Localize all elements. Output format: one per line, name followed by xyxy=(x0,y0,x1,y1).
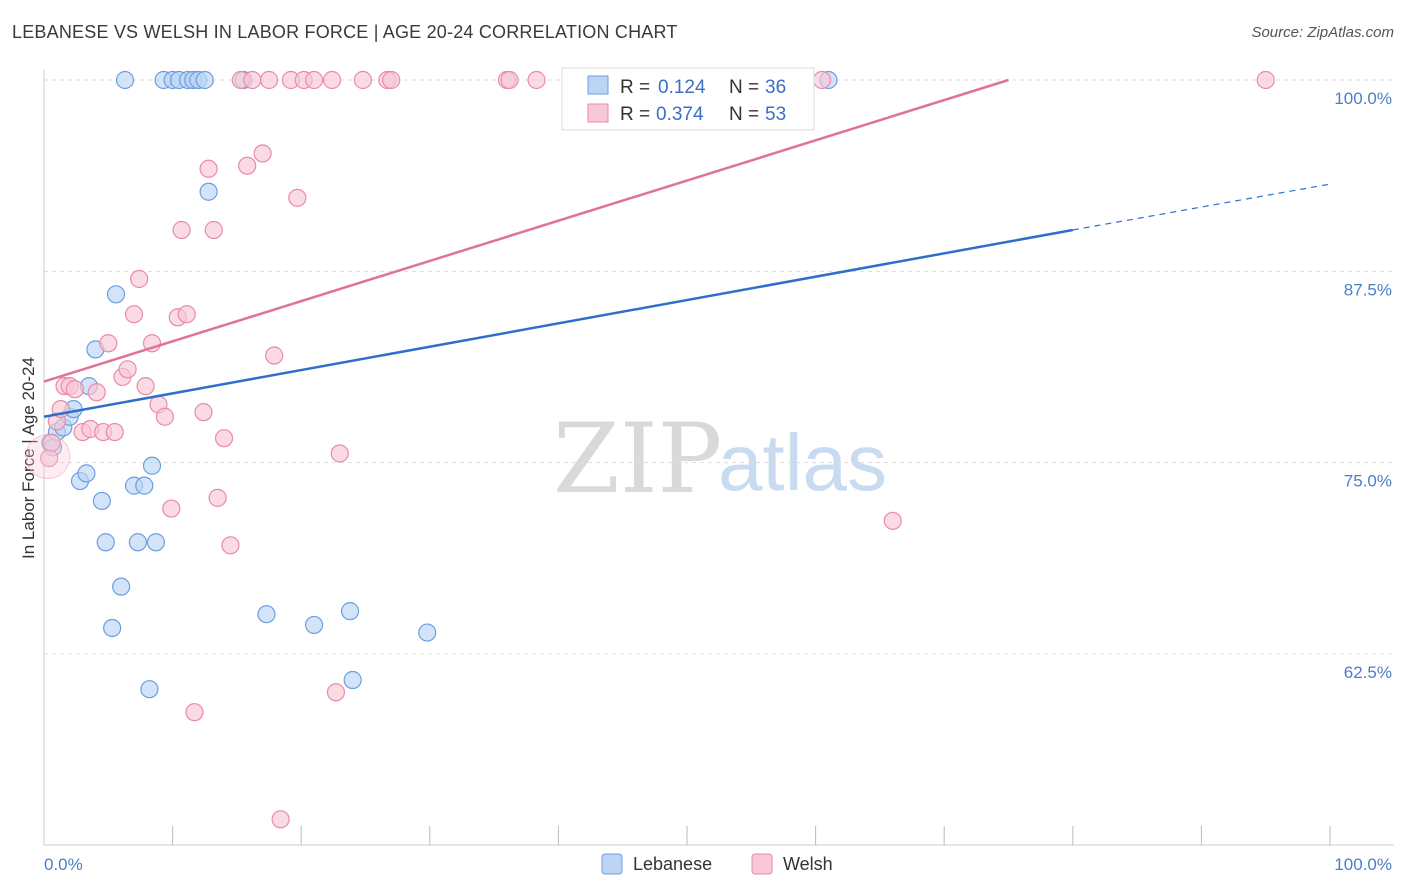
lebanese-point xyxy=(92,491,111,511)
welsh-point xyxy=(65,380,84,399)
welsh-point xyxy=(326,683,346,702)
welsh-point xyxy=(353,70,373,90)
welsh-point xyxy=(199,159,218,178)
welsh-point xyxy=(330,444,349,463)
lebanese-point xyxy=(340,602,360,621)
welsh-point xyxy=(883,511,902,530)
lebanese-point xyxy=(418,623,437,642)
welsh-point xyxy=(259,70,279,90)
lebanese-point xyxy=(112,577,131,596)
bottom-legend-label-welsh: Welsh xyxy=(783,854,833,874)
y-tick-label: 100.0% xyxy=(1334,89,1392,108)
y-tick-label: 75.0% xyxy=(1344,472,1392,491)
welsh-point xyxy=(42,433,61,452)
welsh-point xyxy=(155,407,174,426)
lebanese-point xyxy=(304,615,324,635)
x-ticks xyxy=(172,826,1331,845)
welsh-point xyxy=(185,703,204,722)
lebanese-point xyxy=(199,182,218,201)
welsh-point xyxy=(243,70,262,90)
legend-n-value-welsh: 53 xyxy=(765,104,786,125)
lebanese-point xyxy=(135,476,154,495)
bottom-legend: Lebanese Welsh xyxy=(601,853,833,875)
welsh-point xyxy=(118,360,137,379)
legend-r-value-welsh: 0.374 xyxy=(656,104,704,125)
welsh-point xyxy=(221,536,240,555)
lebanese-point xyxy=(103,618,122,638)
welsh-point xyxy=(214,429,234,448)
lebanese-trendline-extension xyxy=(1072,183,1331,231)
lebanese-point xyxy=(142,456,162,475)
welsh-cluster-point xyxy=(25,434,71,480)
legend-r-label-welsh: R = xyxy=(620,104,650,125)
legend-swatch-lebanese xyxy=(587,75,609,95)
welsh-point xyxy=(500,70,519,90)
welsh-point xyxy=(87,383,106,402)
legend-n-label-lebanese: N = xyxy=(729,77,759,98)
legend-r-value-lebanese: 0.124 xyxy=(658,77,706,98)
welsh-point xyxy=(304,70,324,90)
welsh-point xyxy=(162,499,181,518)
watermark: ZIP atlas xyxy=(553,403,887,515)
series-welsh xyxy=(25,70,1275,829)
y-tick-label: 62.5% xyxy=(1344,663,1392,682)
welsh-point xyxy=(130,269,149,289)
lebanese-point xyxy=(146,533,165,552)
source-label: Source: ZipAtlas.com xyxy=(1251,24,1394,41)
welsh-point xyxy=(271,810,290,829)
lebanese-point xyxy=(343,670,362,690)
welsh-point xyxy=(177,305,196,324)
welsh-point xyxy=(99,334,118,353)
legend: R = 0.124 N = 36 R = 0.374 N = 53 xyxy=(561,67,815,131)
bottom-legend-swatch-lebanese xyxy=(601,853,623,875)
watermark-atlas: atlas xyxy=(718,418,887,507)
welsh-point xyxy=(194,403,213,422)
lebanese-point xyxy=(257,605,276,624)
welsh-point xyxy=(105,422,124,442)
x-tick-label-min: 0.0% xyxy=(44,855,83,874)
y-axis-label: In Labor Force | Age 20-24 xyxy=(19,357,38,559)
legend-n-value-lebanese: 36 xyxy=(765,77,786,98)
welsh-point xyxy=(136,377,155,396)
lebanese-trendline xyxy=(43,228,1074,418)
lebanese-point xyxy=(77,464,96,483)
welsh-point xyxy=(238,156,257,175)
welsh-point xyxy=(265,346,284,365)
welsh-point xyxy=(204,220,223,240)
welsh-point xyxy=(527,70,546,90)
chart-title: LEBANESE VS WELSH IN LABOR FORCE | AGE 2… xyxy=(12,22,678,42)
watermark-zip: ZIP xyxy=(553,403,722,515)
series-lebanese xyxy=(41,70,838,699)
welsh-point xyxy=(253,144,272,163)
welsh-point xyxy=(382,70,401,90)
lebanese-point xyxy=(128,533,147,552)
welsh-point xyxy=(322,70,342,90)
lebanese-point xyxy=(115,70,135,90)
welsh-point xyxy=(812,70,832,90)
legend-swatch-welsh xyxy=(587,103,609,123)
bottom-legend-swatch-welsh xyxy=(751,853,773,875)
welsh-point xyxy=(124,305,144,324)
trendlines xyxy=(43,78,1331,418)
welsh-point xyxy=(208,488,227,507)
y-tick-labels: 100.0% 87.5% 75.0% 62.5% xyxy=(1334,89,1392,682)
lebanese-point xyxy=(195,70,214,90)
y-tick-label: 87.5% xyxy=(1344,280,1392,299)
lebanese-point xyxy=(96,533,115,552)
lebanese-point xyxy=(106,285,126,304)
welsh-point xyxy=(172,220,191,240)
welsh-point xyxy=(288,188,307,207)
welsh-trendline xyxy=(43,78,1009,383)
bottom-legend-label-lebanese: Lebanese xyxy=(633,854,712,874)
lebanese-point xyxy=(140,680,159,699)
legend-r-label-lebanese: R = xyxy=(620,77,650,98)
welsh-point xyxy=(1256,70,1275,90)
x-tick-label-max: 100.0% xyxy=(1334,855,1392,874)
legend-n-label-welsh: N = xyxy=(729,104,759,125)
